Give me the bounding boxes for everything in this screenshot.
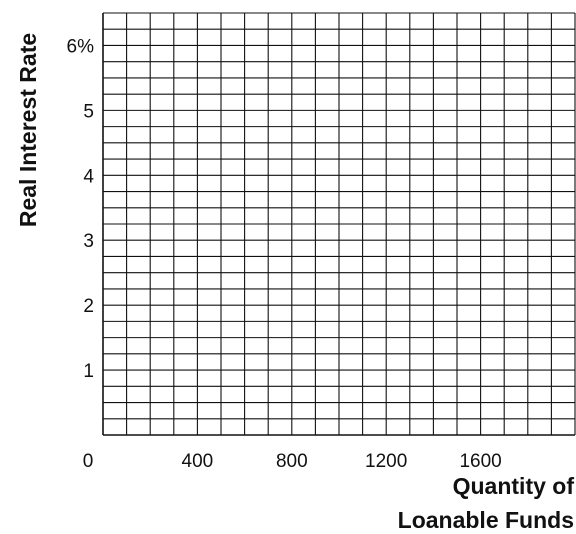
x-tick-label: 800 bbox=[276, 451, 308, 472]
y-axis-label: Real Interest Rate bbox=[15, 33, 41, 227]
y-tick-label: 4 bbox=[83, 166, 94, 187]
x-tick-labels: 0 400 800 1200 1600 bbox=[83, 451, 502, 472]
x-axis-label-line-2: Loanable Funds bbox=[398, 507, 574, 533]
y-tick-label: 1 bbox=[83, 361, 94, 382]
x-tick-label: 1600 bbox=[459, 451, 501, 472]
x-tick-label: 0 bbox=[83, 451, 94, 472]
y-tick-label: 5 bbox=[83, 101, 94, 122]
y-tick-label: 6% bbox=[67, 36, 95, 57]
grid-lines bbox=[102, 12, 576, 436]
y-tick-label: 2 bbox=[83, 296, 94, 317]
x-tick-label: 1200 bbox=[365, 451, 407, 472]
y-tick-label: 3 bbox=[83, 231, 94, 252]
x-axis-label-line-1: Quantity of bbox=[453, 473, 575, 499]
x-tick-label: 400 bbox=[182, 451, 214, 472]
y-tick-labels: 1 2 3 4 5 6% bbox=[67, 36, 95, 382]
